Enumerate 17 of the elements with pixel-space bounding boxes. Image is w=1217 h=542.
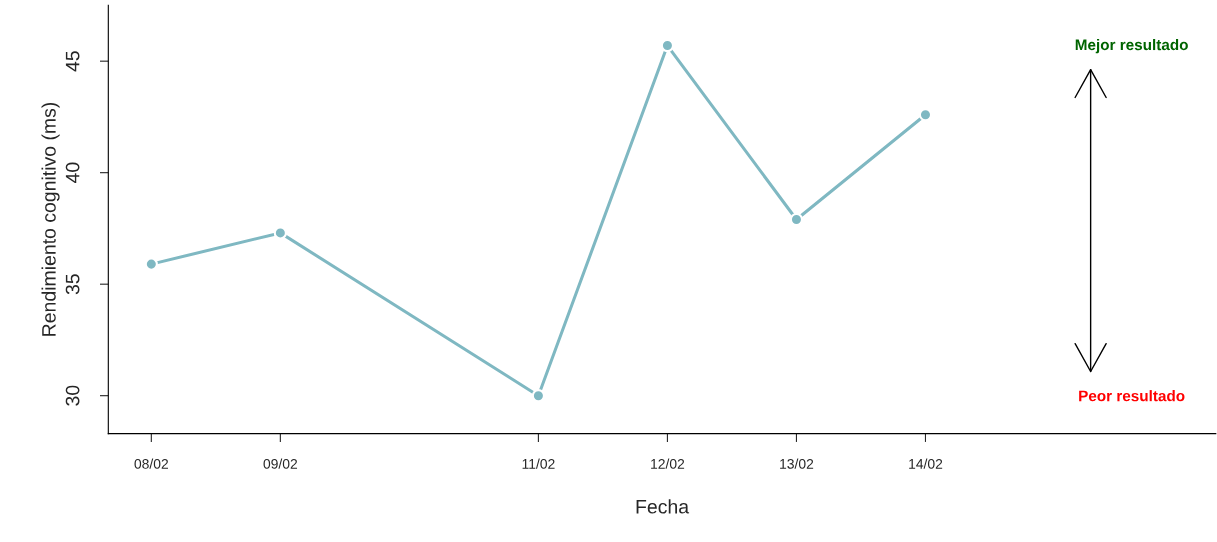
x-tick-label: 09/02: [263, 458, 298, 469]
x-tick-label: 14/02: [909, 458, 943, 469]
point: [531, 389, 545, 403]
x-tick-label: 13/02: [780, 458, 814, 469]
y-tick-label: 45: [65, 51, 80, 72]
y-axis-title: Rendimiento cognitivo (ms): [41, 102, 60, 336]
y-tick-label: 40: [65, 162, 80, 184]
annotation: Mejor resultado: [1075, 38, 1188, 54]
x-tick-label: 08/02: [134, 458, 168, 469]
y-tick-label: 35: [65, 274, 80, 295]
x-tick-label: 12/02: [651, 458, 685, 469]
point: [273, 226, 287, 240]
y-tick-label: 30: [65, 385, 80, 406]
x-tick-label: 11/02: [522, 458, 555, 469]
x-axis-title: Fecha: [636, 499, 690, 514]
point: [144, 257, 158, 271]
annotation: Peor resultado: [1079, 390, 1185, 402]
